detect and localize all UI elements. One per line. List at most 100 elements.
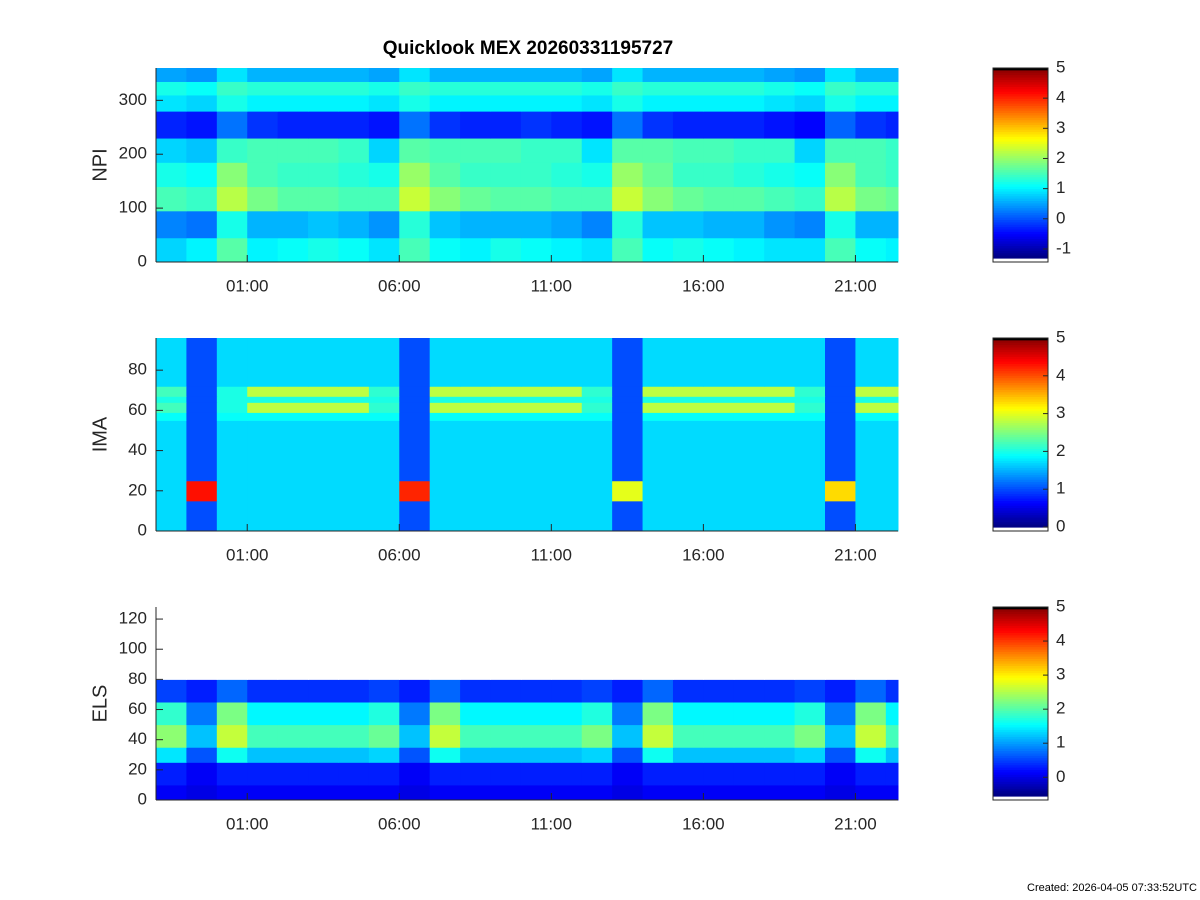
colorbar-swatch bbox=[993, 250, 1048, 254]
colorbar-swatch bbox=[993, 425, 1048, 429]
heatmap-cell bbox=[885, 679, 899, 703]
colorbar-swatch bbox=[993, 460, 1048, 464]
heatmap-cell bbox=[855, 784, 887, 801]
colorbar-swatch bbox=[993, 451, 1048, 455]
heatmap-cell bbox=[490, 747, 522, 763]
heatmap-cell bbox=[216, 607, 248, 680]
heatmap-cell bbox=[733, 162, 765, 188]
heatmap-cell bbox=[551, 724, 583, 748]
heatmap-cell bbox=[581, 412, 613, 421]
heatmap-cell bbox=[733, 186, 765, 212]
heatmap-cell bbox=[551, 420, 583, 482]
colorbar-swatch bbox=[993, 342, 1048, 346]
heatmap-cell bbox=[885, 162, 899, 188]
heatmap-cell bbox=[277, 402, 309, 413]
x-tick-label: 01:00 bbox=[226, 814, 269, 833]
x-tick-label: 16:00 bbox=[682, 814, 725, 833]
heatmap-cell bbox=[247, 747, 279, 763]
heatmap-cell bbox=[368, 94, 400, 112]
heatmap-cell bbox=[460, 412, 492, 421]
colorbar-swatch bbox=[993, 609, 1048, 613]
heatmap-cell bbox=[277, 420, 309, 482]
x-tick-label: 01:00 bbox=[226, 545, 269, 564]
heatmap-cell bbox=[156, 701, 187, 726]
y-axis-label: ELS bbox=[89, 685, 111, 723]
heatmap-cell bbox=[368, 500, 400, 532]
heatmap-cell bbox=[612, 679, 644, 703]
heatmap-cell bbox=[672, 480, 704, 502]
colorbar-swatch bbox=[993, 172, 1048, 176]
colorbar-swatch bbox=[993, 163, 1048, 166]
heatmap-cell bbox=[399, 420, 431, 482]
colorbar-swatch bbox=[993, 224, 1048, 228]
heatmap-cell bbox=[399, 500, 431, 532]
heatmap-cell bbox=[338, 162, 370, 188]
heatmap-cell bbox=[794, 724, 826, 748]
heatmap-cell bbox=[672, 186, 704, 212]
heatmap-cell bbox=[247, 338, 279, 387]
heatmap-cell bbox=[156, 784, 187, 801]
heatmap-cell bbox=[460, 679, 492, 703]
heatmap-cell bbox=[156, 679, 187, 703]
heatmap-cell bbox=[277, 68, 309, 82]
heatmap-cell bbox=[825, 402, 856, 413]
colorbar-swatch bbox=[993, 153, 1048, 157]
heatmap-cell bbox=[703, 237, 735, 263]
colorbar-swatch bbox=[993, 241, 1048, 245]
heatmap-cell bbox=[733, 338, 765, 387]
heatmap-cell bbox=[612, 68, 644, 82]
colorbar-swatch bbox=[993, 784, 1048, 788]
x-tick-label: 16:00 bbox=[682, 545, 725, 564]
colorbar-swatch bbox=[993, 484, 1048, 488]
colorbar-tick-label: 5 bbox=[1056, 57, 1065, 76]
colorbar-swatch bbox=[993, 703, 1048, 707]
heatmap-cell bbox=[277, 784, 309, 801]
colorbar-swatch bbox=[993, 736, 1048, 740]
heatmap-cell bbox=[642, 338, 674, 387]
heatmap-cell bbox=[308, 701, 339, 726]
heatmap-cell bbox=[885, 386, 899, 397]
colorbar-swatch bbox=[993, 746, 1048, 750]
heatmap-cell bbox=[247, 402, 279, 413]
heatmap-cell bbox=[581, 607, 613, 680]
colorbar-swatch bbox=[993, 661, 1048, 665]
colorbar-swatch bbox=[993, 208, 1048, 212]
heatmap-cell bbox=[885, 111, 899, 139]
heatmap-cell bbox=[733, 68, 765, 82]
colorbar-swatch bbox=[993, 198, 1048, 202]
heatmap-cell bbox=[612, 162, 644, 188]
heatmap-cell bbox=[825, 500, 856, 532]
heatmap-cell bbox=[703, 386, 735, 397]
heatmap-cell bbox=[885, 762, 899, 786]
heatmap-cell bbox=[581, 237, 613, 263]
heatmap-cell bbox=[368, 138, 400, 163]
colorbar-swatch bbox=[993, 458, 1048, 462]
heatmap-cell bbox=[672, 81, 704, 96]
colorbar-swatch bbox=[993, 524, 1048, 528]
heatmap-cell bbox=[733, 402, 765, 413]
heatmap-cell bbox=[399, 237, 431, 263]
heatmap-cell bbox=[764, 412, 796, 421]
colorbar-swatch bbox=[993, 510, 1048, 514]
colorbar-swatch bbox=[993, 614, 1048, 618]
heatmap-cell bbox=[581, 210, 613, 239]
colorbar-swatch bbox=[993, 654, 1048, 658]
heatmap-cell bbox=[703, 500, 735, 532]
heatmap-cell bbox=[308, 186, 339, 212]
colorbar-swatch bbox=[993, 160, 1048, 164]
heatmap-cell bbox=[247, 111, 279, 139]
heatmap-cell bbox=[764, 94, 796, 112]
y-tick-label: 40 bbox=[128, 729, 147, 748]
heatmap-cell bbox=[672, 762, 704, 786]
colorbar-swatch bbox=[993, 663, 1048, 667]
colorbar-swatch bbox=[993, 482, 1048, 486]
heatmap-cell bbox=[794, 701, 826, 726]
heatmap-cell bbox=[642, 94, 674, 112]
colorbar-swatch bbox=[993, 158, 1048, 162]
colorbar-swatch bbox=[993, 84, 1048, 88]
heatmap-cell bbox=[764, 701, 796, 726]
colorbar-swatch bbox=[993, 98, 1048, 102]
heatmap-cell bbox=[612, 396, 644, 403]
colorbar-swatch bbox=[993, 387, 1048, 391]
heatmap-cell bbox=[855, 111, 887, 139]
